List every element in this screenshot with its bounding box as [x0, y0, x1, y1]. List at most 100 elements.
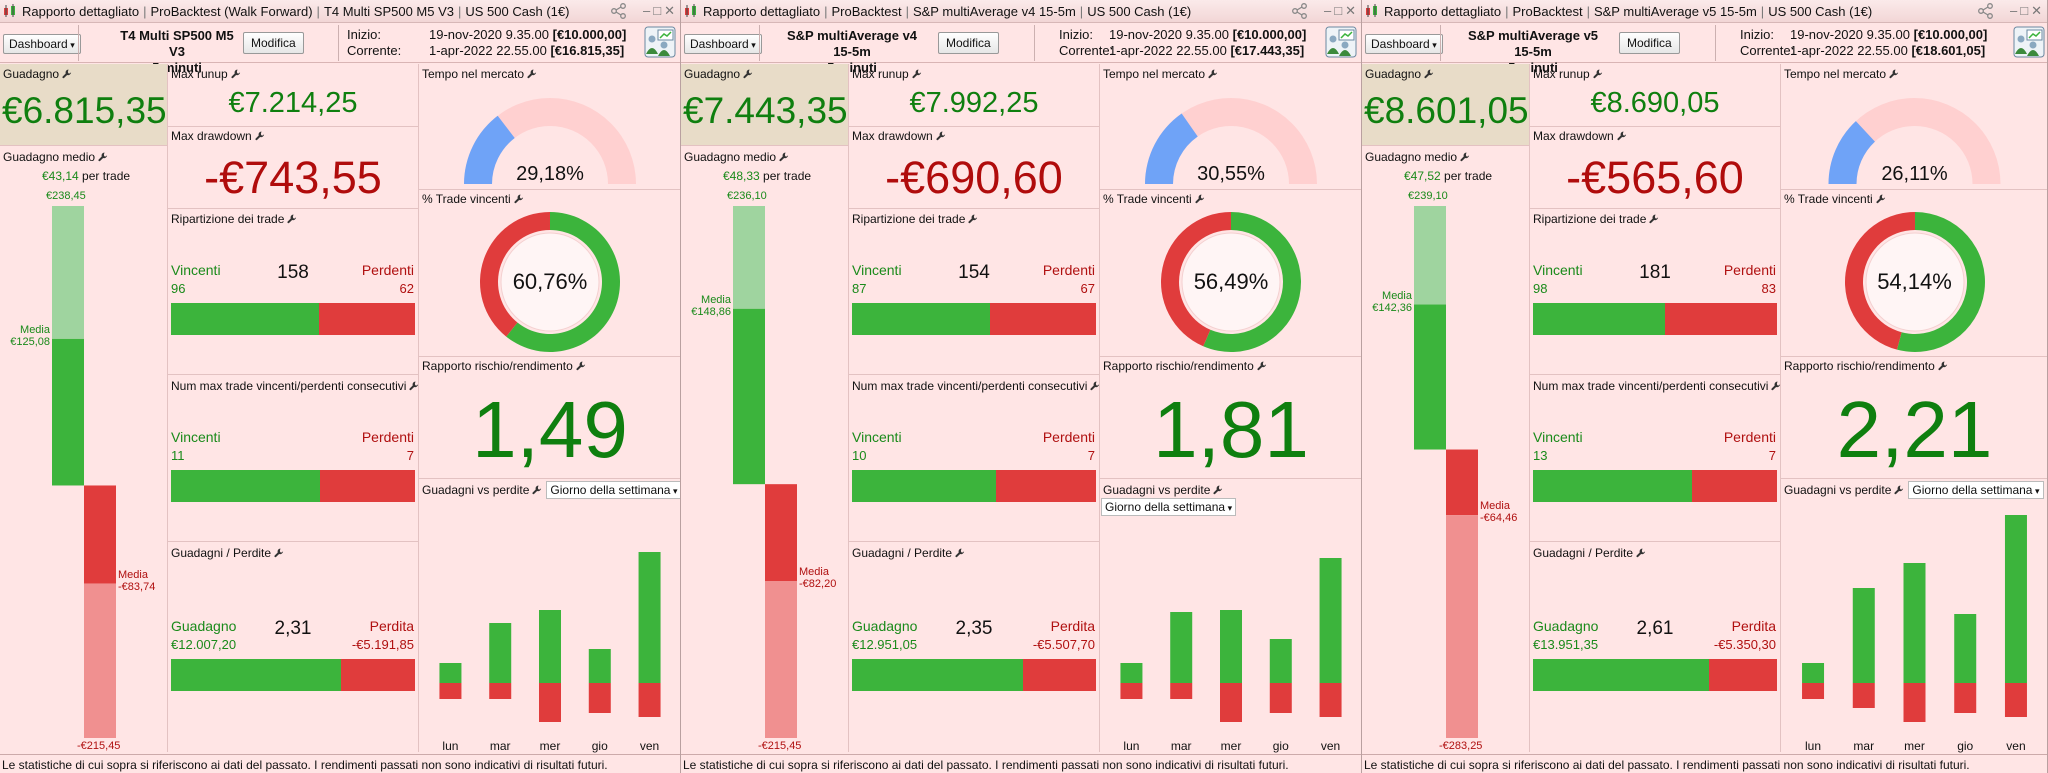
current-row: Corrente: 1-apr-2022 22.55.00 [€16.815,35… [347, 43, 626, 59]
title-segment: Rapporto dettagliato [1384, 4, 1502, 19]
people-report-icon[interactable] [2013, 26, 2045, 58]
weekday-tick-label: gio [591, 739, 608, 753]
risk-reward-label-text: Rapporto rischio/rendimento [1784, 359, 1935, 373]
wrench-icon[interactable] [1938, 360, 1948, 371]
wrench-icon[interactable] [1593, 68, 1603, 79]
modify-button[interactable]: Modifica [938, 32, 999, 54]
close-icon[interactable]: ✕ [1345, 3, 1359, 18]
share-icon[interactable] [1977, 2, 1995, 20]
maximize-icon[interactable]: □ [1334, 3, 1346, 18]
profit-label-text: Guadagno [1365, 67, 1422, 81]
gains-losses-win-label: Guadagno [1533, 618, 1599, 634]
section-divider [1100, 189, 1361, 190]
people-report-icon[interactable] [1325, 26, 1357, 58]
trade-distribution-win-label: Vincenti [1533, 262, 1583, 278]
drawdown-label-text: Max drawdown [1533, 129, 1614, 143]
wrench-icon[interactable] [1090, 380, 1100, 391]
wrench-icon[interactable] [955, 547, 965, 558]
gains-losses-split-bar [171, 659, 415, 691]
share-icon[interactable] [610, 2, 628, 20]
gains-losses-center-value: 2,31 [274, 618, 312, 639]
wrench-icon[interactable] [1889, 68, 1899, 79]
wrench-icon[interactable] [1460, 151, 1470, 162]
consecutive-trades-win-label: Vincenti [1533, 429, 1583, 445]
wrench-icon[interactable] [62, 68, 72, 79]
dashboard-dropdown[interactable]: Dashboard ▾ [1365, 34, 1443, 54]
report-panel: Rapporto dettagliato | ProBacktest | S&P mul… [681, 0, 1362, 773]
close-icon[interactable]: ✕ [664, 3, 678, 18]
gauge-fill [1828, 121, 1875, 184]
window-titlebar[interactable]: Rapporto dettagliato | ProBacktest | S&P mul… [681, 0, 1361, 23]
close-icon[interactable]: ✕ [2031, 3, 2045, 18]
wrench-icon[interactable] [1617, 130, 1627, 141]
day-loss-bar [2004, 683, 2027, 717]
wrench-icon[interactable] [1894, 484, 1904, 495]
runup-value: €7.992,25 [909, 87, 1039, 119]
modify-button[interactable]: Modifica [1619, 32, 1680, 54]
runup-label-text: Max runup [1533, 67, 1590, 81]
wrench-icon[interactable] [514, 193, 524, 204]
runup-value: €8.690,05 [1590, 87, 1720, 119]
minimize-icon[interactable]: – [643, 3, 654, 18]
dashboard-dropdown[interactable]: Dashboard ▾ [684, 34, 762, 54]
day-gain-bar [1802, 663, 1825, 683]
trade-distribution-win-value: 98 [1533, 281, 1548, 296]
wrench-icon[interactable] [1424, 68, 1434, 79]
minimize-icon[interactable]: – [2010, 3, 2021, 18]
wrench-icon[interactable] [743, 68, 753, 79]
window-titlebar[interactable]: Rapporto dettagliato | ProBacktest (Walk F… [0, 0, 680, 23]
weekday-select[interactable]: Giorno della settimana ▾ [1908, 481, 2044, 499]
minimize-icon[interactable]: – [1324, 3, 1335, 18]
maximize-icon[interactable]: □ [2020, 3, 2032, 18]
weekday-select[interactable]: Giorno della settimana ▾ [1101, 498, 1237, 516]
wrench-icon[interactable] [231, 68, 241, 79]
trade-distribution-split-bar [171, 303, 415, 335]
market-time-value: 26,11% [1881, 163, 1948, 185]
dashboard-dropdown[interactable]: Dashboard ▾ [3, 34, 81, 54]
wrench-icon[interactable] [287, 213, 297, 224]
wrench-icon[interactable] [532, 484, 542, 495]
gains-losses-loss-label: Perdita [369, 618, 414, 634]
wrench-icon[interactable] [1649, 213, 1659, 224]
current-label: Corrente: [1059, 43, 1114, 58]
consecutive-trades-win-value: 10 [852, 448, 867, 463]
wrench-icon[interactable] [576, 360, 586, 371]
wrench-icon[interactable] [936, 130, 946, 141]
avg-gain-label-text: Guadagno medio [1365, 150, 1458, 164]
wrench-icon[interactable] [98, 151, 108, 162]
gains-vs-losses-header: Guadagni vs perdite [1103, 483, 1223, 497]
wrench-icon[interactable] [779, 151, 789, 162]
day-loss-bar [1903, 683, 1926, 722]
wrench-icon[interactable] [255, 130, 265, 141]
wrench-icon[interactable] [274, 547, 284, 558]
trade-distribution-win-segment [171, 303, 320, 335]
avg-win-value: €142,36 [1372, 301, 1412, 314]
weekday-select[interactable]: Giorno della settimana ▾ [546, 481, 680, 499]
people-report-icon[interactable] [644, 26, 676, 58]
gains-losses-win-value: €12.951,05 [852, 637, 918, 652]
day-loss-bar [1954, 683, 1977, 713]
wrench-icon[interactable] [1257, 360, 1267, 371]
wrench-icon[interactable] [1876, 193, 1886, 204]
trade-distribution-label-text: Ripartizione dei trade [171, 212, 285, 226]
donut-loss-slice [1161, 212, 1231, 347]
wrench-icon[interactable] [409, 380, 419, 391]
trade-distribution-label: Ripartizione dei trade [852, 212, 978, 226]
weekday-tick-label: ven [639, 739, 660, 753]
wrench-icon[interactable] [968, 213, 978, 224]
modify-button[interactable]: Modifica [243, 32, 304, 54]
wrench-icon[interactable] [1213, 484, 1223, 495]
avg-per-trade-value: €48,33 [723, 169, 760, 183]
maximize-icon[interactable]: □ [653, 3, 665, 18]
avg-gain-bar-chart [1414, 206, 1478, 738]
wrench-icon[interactable] [912, 68, 922, 79]
window-titlebar[interactable]: Rapporto dettagliato | ProBacktest | S&P mul… [1362, 0, 2047, 23]
wrench-icon[interactable] [1208, 68, 1218, 79]
wrench-icon[interactable] [1771, 380, 1781, 391]
gains-losses-label: Guadagni / Perdite [1533, 546, 1646, 560]
trade-distribution-win-label: Vincenti [852, 262, 902, 278]
wrench-icon[interactable] [1636, 547, 1646, 558]
wrench-icon[interactable] [1195, 193, 1205, 204]
wrench-icon[interactable] [527, 68, 537, 79]
share-icon[interactable] [1291, 2, 1309, 20]
